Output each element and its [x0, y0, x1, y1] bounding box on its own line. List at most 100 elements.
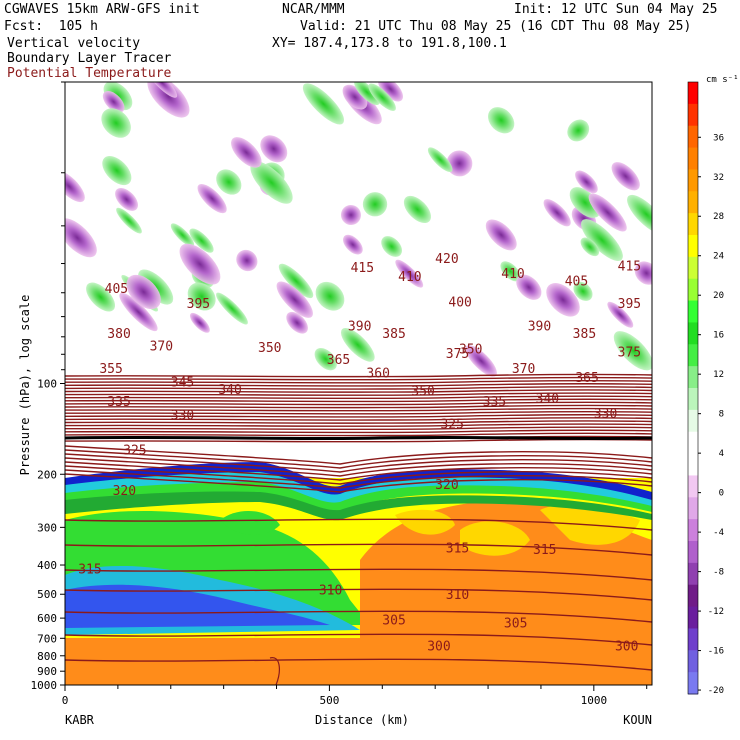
downward-motion-cell: [286, 311, 308, 334]
field-vertical-velocity: Vertical velocity: [7, 36, 141, 51]
theta-label: 345: [171, 375, 194, 390]
colorbar-label: 16: [713, 331, 724, 341]
downward-motion-cell: [395, 259, 424, 288]
tropopause-band: [65, 462, 652, 505]
theta-label: 320: [113, 484, 136, 499]
upward-motion-cell: [278, 263, 314, 299]
isentrope-line: [65, 518, 652, 531]
downward-motion-cell: [189, 312, 210, 333]
upward-motion-cell: [573, 281, 593, 301]
isentrope-line: [65, 465, 652, 485]
isentrope-line: [65, 373, 652, 378]
isentrope-line: [65, 633, 652, 646]
y-tick-label: 800: [37, 650, 57, 663]
theta-label: 300: [615, 639, 638, 654]
colorbar-swatch: [688, 169, 698, 192]
downward-motion-cell: [236, 249, 258, 272]
downward-motion-cell: [465, 345, 497, 377]
isentrope-line: [65, 568, 652, 581]
y-tick-label: 500: [37, 588, 57, 601]
x-tick-label: 0: [62, 694, 69, 707]
theta-label: 405: [565, 274, 588, 289]
y-tick-label: 400: [37, 559, 57, 572]
downward-motion-cell: [634, 261, 652, 285]
theta-label: 415: [618, 259, 641, 274]
colorbar-label: 28: [713, 212, 724, 222]
downward-motion-cell: [102, 91, 125, 113]
colorbar-swatch: [688, 256, 698, 280]
upward-motion-cell: [500, 261, 521, 282]
y-tick-label: 200: [37, 468, 57, 481]
theta-label: 410: [398, 270, 421, 285]
theta-label: 355: [99, 362, 122, 377]
theta-label: 310: [446, 588, 469, 603]
colorbar-swatch: [688, 191, 698, 214]
upward-motion-cell: [315, 281, 345, 311]
colorbar-swatch: [688, 672, 698, 695]
isentrope-line: [65, 543, 652, 556]
isentrope-line: [65, 392, 652, 397]
downward-motion-cell: [65, 218, 97, 258]
upward-motion-cell: [216, 292, 248, 325]
theta-label: 360: [366, 366, 389, 381]
isentrope-line: [65, 413, 652, 418]
isentrope-line: [65, 398, 652, 403]
isentrope-line: [65, 410, 652, 415]
colorbar-swatch: [688, 103, 698, 127]
x-ticks: 0 500 1000: [62, 685, 648, 707]
downward-motion-cell: [179, 243, 221, 285]
y-tick-label: 900: [37, 665, 57, 678]
colorbar-frame: [687, 81, 699, 695]
downward-motion-cell: [260, 135, 288, 163]
isentrope-line: [65, 588, 652, 601]
theta-label: 305: [382, 614, 405, 629]
colorbar-swatch: [688, 497, 698, 520]
colorbar-swatch: [688, 147, 698, 170]
theta-label: 395: [187, 297, 210, 312]
colorbar-label: 20: [713, 291, 724, 301]
theta-label: 325: [440, 418, 463, 433]
isentrope-line: [65, 445, 652, 465]
theta-label: 350: [411, 384, 434, 399]
downward-motion-cell: [231, 137, 262, 168]
isentrope-line: [65, 401, 652, 406]
theta-label: 335: [107, 395, 130, 410]
theta-label: 365: [327, 353, 350, 368]
theta-label: 370: [150, 339, 173, 354]
forecast-hour: Fcst: 105 h: [4, 19, 98, 34]
downward-motion-cell: [611, 162, 640, 191]
xy-endpoints: XY= 187.4,173.8 to 191.8,100.1: [272, 36, 507, 51]
x-axis-label: Distance (km): [315, 713, 409, 727]
theta-label: 385: [382, 327, 405, 342]
isentrope-line: [65, 386, 652, 390]
upward-motion-cell: [170, 223, 195, 247]
theta-label: 350: [258, 341, 281, 356]
downward-motion-cell: [516, 274, 542, 300]
colorbar-swatch: [688, 366, 698, 389]
downward-motion-cell: [543, 199, 571, 227]
colorbar-swatch: [688, 606, 698, 629]
upward-motion-cell: [362, 192, 388, 217]
upward-motion-cell: [314, 347, 337, 371]
upward-motion-cell: [368, 83, 396, 111]
upward-motion-cell: [340, 328, 375, 362]
colorbar-swatch: [688, 125, 698, 149]
isentrope-line: [65, 420, 652, 424]
upward-motion-cell: [569, 187, 601, 218]
y-tick-label: 300: [37, 521, 57, 534]
isentrope-lines: [65, 373, 652, 671]
downward-motion-cell: [546, 283, 580, 317]
isentrope-line: [65, 449, 652, 469]
upward-motion-cell: [250, 161, 293, 204]
theta-label: 390: [528, 320, 551, 335]
plot-field: [65, 82, 652, 685]
downward-motion-cell: [276, 281, 313, 318]
downward-motion-cell: [343, 234, 363, 255]
y-axis-label: Pressure (hPa), log scale: [18, 295, 32, 476]
isentrope-line: [65, 658, 652, 671]
colorbar-label: 24: [713, 252, 724, 262]
theta-label: 340: [536, 392, 559, 407]
upward-motion-cell: [580, 237, 600, 257]
downward-motion-cell: [607, 301, 634, 328]
org-label: NCAR/MMM: [282, 2, 345, 17]
